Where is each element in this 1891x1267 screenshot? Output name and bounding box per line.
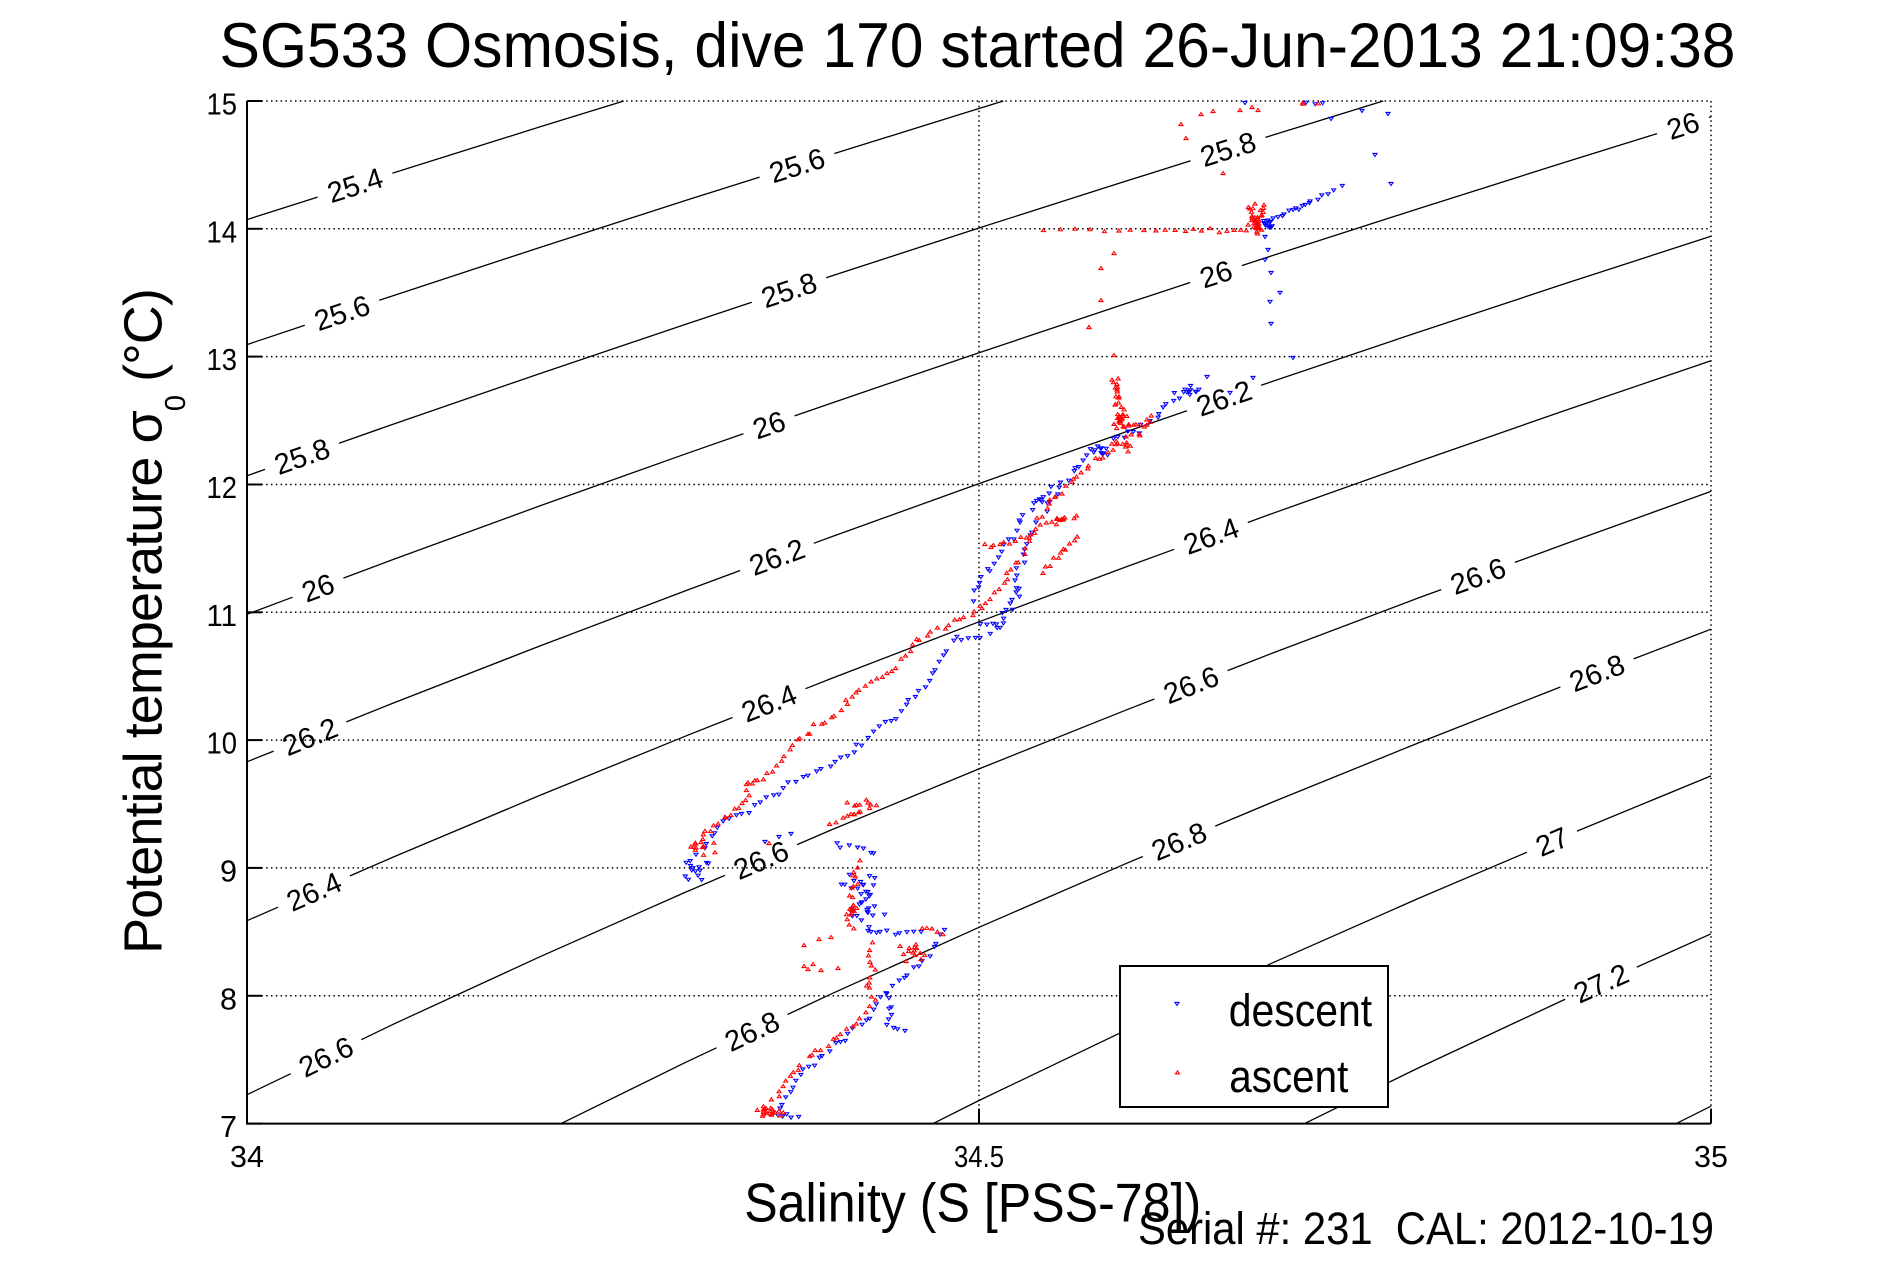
- svg-text:34.5: 34.5: [954, 1140, 1004, 1174]
- svg-text:10: 10: [207, 727, 238, 761]
- svg-text:14: 14: [207, 215, 238, 249]
- svg-text:11: 11: [207, 599, 238, 633]
- svg-text:Salinity (S [PSS-78]): Salinity (S [PSS-78]): [744, 1172, 1201, 1234]
- svg-text:8: 8: [220, 982, 237, 1016]
- svg-text:35: 35: [1694, 1140, 1728, 1174]
- svg-text:7: 7: [220, 1110, 237, 1144]
- svg-text:12: 12: [207, 471, 238, 505]
- svg-text:9: 9: [220, 854, 237, 888]
- svg-text:SG533 Osmosis, dive 170 starte: SG533 Osmosis, dive 170 started 26-Jun-2…: [220, 11, 1736, 81]
- svg-text:13: 13: [207, 343, 238, 377]
- svg-text:descent: descent: [1229, 985, 1373, 1036]
- svg-text:15: 15: [207, 88, 238, 122]
- svg-text:34: 34: [230, 1140, 264, 1174]
- svg-text:ascent: ascent: [1229, 1051, 1348, 1102]
- svg-text:Serial #: 231 CAL: 2012-10-19: Serial #: 231 CAL: 2012-10-19: [1138, 1203, 1714, 1254]
